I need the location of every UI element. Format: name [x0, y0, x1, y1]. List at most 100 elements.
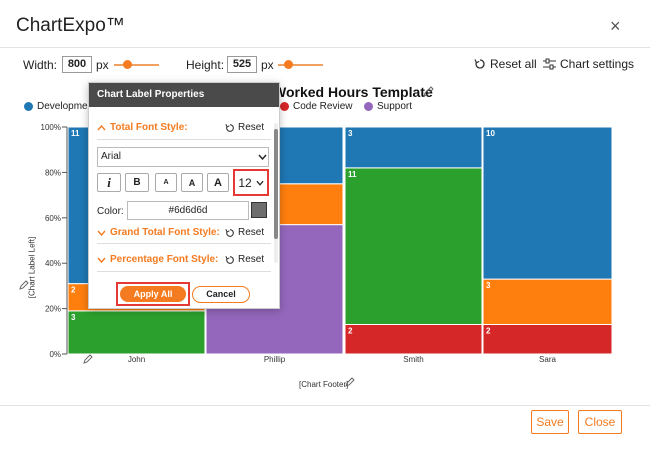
bar-value-label: 10: [486, 129, 495, 138]
total-font-style-toggle[interactable]: Total Font Style:: [97, 122, 188, 133]
y-tick-label: 20%: [45, 305, 61, 314]
width-slider-knob[interactable]: [123, 60, 132, 69]
legend-swatch: [24, 102, 33, 111]
reset-label: Reset: [238, 227, 265, 238]
x-tick-label: Smith: [403, 355, 423, 364]
height-input[interactable]: 525: [227, 56, 257, 73]
chevron-up-icon: [97, 124, 106, 130]
close-button[interactable]: Close: [578, 410, 622, 434]
color-input[interactable]: #6d6d6d: [127, 201, 249, 220]
edit-y-label-icon[interactable]: [19, 280, 29, 290]
font-size-value: 12: [238, 175, 252, 190]
percentage-font-style-toggle[interactable]: Percentage Font Style:: [97, 254, 218, 265]
scrollbar-thumb[interactable]: [274, 129, 278, 239]
close-icon[interactable]: ×: [610, 16, 621, 36]
bar-segment: [482, 323, 613, 355]
legend-swatch: [280, 102, 289, 111]
legend-label: Support: [377, 101, 413, 112]
reset-icon: [225, 255, 234, 264]
panel-header: Chart Label Properties: [89, 83, 279, 107]
chart-title[interactable]: Worked Hours Template: [273, 84, 433, 100]
width-slider[interactable]: [114, 64, 159, 66]
bar-segment: [67, 310, 206, 355]
chart-settings-button[interactable]: Chart settings: [543, 57, 634, 71]
italic-button[interactable]: i: [97, 173, 121, 192]
header-divider: [0, 47, 650, 48]
edit-x-label-icon[interactable]: [83, 354, 93, 364]
panel-scrollbar[interactable]: [274, 123, 278, 263]
total-font-reset-button[interactable]: Reset: [225, 122, 264, 133]
total-font-style-title: Total Font Style:: [110, 122, 188, 133]
y-tick-label: 40%: [45, 259, 61, 268]
height-slider-knob[interactable]: [284, 60, 293, 69]
bold-icon: B: [133, 177, 141, 188]
color-swatch[interactable]: [251, 202, 267, 218]
font-size-large-button[interactable]: A: [207, 173, 229, 192]
bar-value-label: 11: [71, 129, 80, 138]
reset-all-label: Reset all: [490, 57, 537, 71]
color-label: Color:: [97, 206, 124, 217]
apply-all-button[interactable]: Apply All: [120, 286, 186, 302]
reset-label: Reset: [238, 122, 265, 133]
bar-value-label: 2: [348, 326, 353, 335]
y-tick-label: 100%: [41, 123, 61, 132]
y-tick-label: 60%: [45, 214, 61, 223]
height-unit: px: [261, 58, 274, 72]
bold-button[interactable]: B: [125, 173, 149, 192]
height-label: Height:: [186, 58, 225, 72]
y-tick-label: 0%: [49, 350, 61, 359]
save-button[interactable]: Save: [531, 410, 569, 434]
font-family-select[interactable]: Arial: [97, 147, 269, 167]
chevron-down-icon: [256, 180, 264, 186]
bar-segment: [344, 126, 483, 169]
chevron-down-icon: [97, 230, 106, 236]
height-slider[interactable]: [278, 64, 323, 66]
edit-footer-icon[interactable]: [345, 377, 355, 387]
apply-all-highlight: [116, 282, 190, 306]
chart-footer-label[interactable]: [Chart Footer]: [299, 380, 349, 389]
font-family-value: Arial: [101, 151, 122, 162]
chevron-down-icon: [97, 257, 106, 263]
font-size-medium-button[interactable]: A: [181, 173, 203, 192]
bar-segment: [482, 278, 613, 325]
chevron-down-icon: [258, 154, 267, 160]
large-a-icon: A: [214, 176, 222, 189]
width-input[interactable]: 800: [62, 56, 92, 73]
width-label: Width:: [23, 58, 58, 72]
reset-icon: [225, 123, 234, 132]
legend-item-development[interactable]: Development: [24, 101, 96, 112]
x-tick-label: Sara: [539, 355, 556, 364]
app-title: ChartExpo™: [16, 15, 125, 36]
bar-segment: [344, 167, 483, 325]
sliders-icon: [543, 58, 556, 70]
legend-label: Code Review: [293, 101, 353, 112]
percentage-font-style-title: Percentage Font Style:: [110, 254, 219, 265]
reset-label: Reset: [238, 254, 265, 265]
x-tick-label: John: [128, 355, 145, 364]
medium-a-icon: A: [188, 177, 196, 188]
bar-value-label: 3: [71, 313, 76, 322]
legend-swatch: [364, 102, 373, 111]
x-tick-label: Phillip: [264, 355, 286, 364]
bar-value-label: 3: [348, 129, 353, 138]
bar-segment: [344, 323, 483, 355]
legend-item-support[interactable]: Support: [364, 101, 412, 112]
font-size-select[interactable]: 12: [233, 169, 269, 196]
bar-value-label: 11: [348, 170, 357, 179]
cancel-button[interactable]: Cancel: [192, 286, 250, 303]
percentage-reset-button[interactable]: Reset: [225, 254, 264, 265]
legend-item-code-review[interactable]: Code Review: [280, 101, 352, 112]
bar-segment: [482, 126, 613, 280]
reset-icon: [474, 59, 485, 69]
small-a-icon: A: [163, 179, 169, 186]
grand-total-reset-button[interactable]: Reset: [225, 227, 264, 238]
bar-value-label: 3: [486, 281, 491, 290]
width-unit: px: [96, 58, 109, 72]
font-size-small-button[interactable]: A: [155, 173, 177, 192]
edit-title-icon[interactable]: [423, 86, 434, 97]
divider: [97, 243, 271, 244]
grand-total-font-style-toggle[interactable]: Grand Total Font Style:: [97, 227, 220, 238]
bar-value-label: 2: [71, 286, 76, 295]
divider: [97, 139, 271, 140]
reset-all-button[interactable]: Reset all: [474, 57, 537, 71]
